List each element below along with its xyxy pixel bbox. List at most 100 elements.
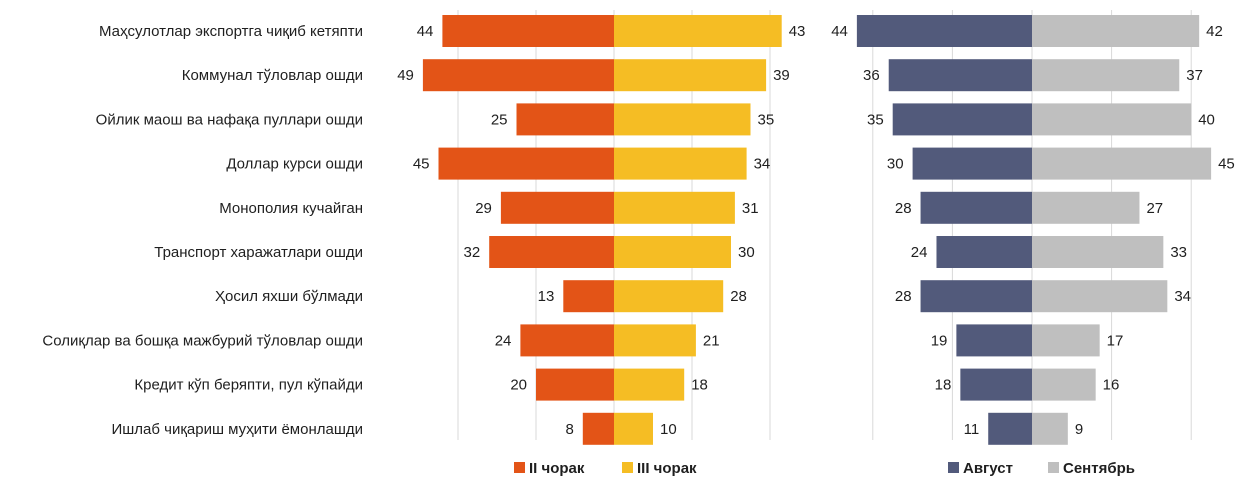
category-label: Солиқлар ва бошқа мажбурий тўловлар ошди bbox=[42, 332, 363, 349]
chart-panel-1: Маҳсулотлар экспортга чиқиб кетяпти Комму… bbox=[42, 10, 805, 477]
data-label: 13 bbox=[538, 288, 555, 305]
bar-right bbox=[1032, 324, 1100, 357]
data-label: 18 bbox=[935, 377, 952, 394]
bar-left bbox=[960, 368, 1032, 401]
data-label: 39 bbox=[773, 67, 790, 84]
bar-right bbox=[1032, 191, 1140, 224]
category-label: Транспорт харажатлари ошди bbox=[154, 244, 363, 261]
data-label: 10 bbox=[660, 421, 677, 438]
category-label: Ҳосил яхши бўлмади bbox=[215, 288, 363, 305]
data-label: 18 bbox=[691, 377, 708, 394]
bar-left bbox=[438, 147, 614, 180]
legend-label: Сентябрь bbox=[1063, 460, 1135, 477]
data-label: 35 bbox=[867, 111, 884, 128]
bar-right bbox=[1032, 103, 1192, 136]
data-label: 37 bbox=[1186, 67, 1203, 84]
legend-swatch bbox=[514, 462, 525, 473]
data-label: 40 bbox=[1198, 111, 1215, 128]
data-label: 45 bbox=[413, 156, 430, 173]
bar-left bbox=[888, 59, 1032, 92]
bar-right bbox=[614, 147, 747, 180]
data-label: 34 bbox=[754, 156, 771, 173]
bar-left bbox=[912, 147, 1032, 180]
data-label: 24 bbox=[911, 244, 928, 261]
data-label: 29 bbox=[475, 200, 492, 217]
chart-panel-2: 44 36 35 30 28 24 28 19 18 11 42 37 40 45 27 33 34 17 16 9 А… bbox=[831, 10, 1235, 477]
category-label: Маҳсулотлар экспортга чиқиб кетяпти bbox=[99, 23, 363, 40]
data-label: 19 bbox=[931, 332, 948, 349]
data-label: 11 bbox=[964, 421, 980, 438]
bar-right bbox=[614, 103, 751, 136]
bar-right bbox=[614, 412, 653, 445]
category-label: Доллар курси ошди bbox=[226, 156, 363, 173]
legend-swatch bbox=[622, 462, 633, 473]
bar-right bbox=[1032, 147, 1212, 180]
legend-label: II чорак bbox=[529, 460, 585, 477]
bar-left bbox=[536, 368, 614, 401]
category-label: Монополия кучайган bbox=[219, 200, 363, 217]
legend-swatch bbox=[948, 462, 959, 473]
data-label: 30 bbox=[738, 244, 755, 261]
data-label: 28 bbox=[730, 288, 747, 305]
data-label: 31 bbox=[742, 200, 759, 217]
bar-left bbox=[988, 412, 1032, 445]
bar-right bbox=[614, 368, 685, 401]
data-label: 30 bbox=[887, 156, 904, 173]
bar-right bbox=[1032, 412, 1068, 445]
bar-left bbox=[520, 324, 614, 357]
bar-left bbox=[936, 236, 1032, 268]
bar-right bbox=[1032, 59, 1180, 92]
category-label: Коммунал тўловлар ошди bbox=[182, 67, 363, 84]
bar-left bbox=[500, 191, 614, 224]
data-label: 42 bbox=[1206, 23, 1223, 40]
bar-left bbox=[563, 280, 614, 313]
legend-label: III чорак bbox=[637, 460, 697, 477]
bar-right bbox=[614, 59, 767, 92]
data-label: 43 bbox=[789, 23, 806, 40]
data-label: 9 bbox=[1075, 421, 1083, 438]
data-label: 44 bbox=[831, 23, 848, 40]
data-label: 45 bbox=[1218, 156, 1235, 173]
data-label: 17 bbox=[1107, 332, 1124, 349]
data-label: 28 bbox=[895, 288, 912, 305]
data-label: 44 bbox=[417, 23, 434, 40]
category-label: Кредит кўп беряпти, пул кўпайди bbox=[134, 377, 363, 394]
data-label: 20 bbox=[510, 377, 527, 394]
bar-right bbox=[1032, 368, 1096, 401]
legend-label: Август bbox=[963, 460, 1013, 477]
bar-right bbox=[614, 15, 782, 47]
bar-right bbox=[614, 324, 696, 357]
category-label: Ойлик маош ва нафақа пуллари ошди bbox=[96, 111, 363, 128]
bar-left bbox=[892, 103, 1032, 136]
bar-right bbox=[614, 236, 731, 268]
data-label: 27 bbox=[1146, 200, 1163, 217]
bar-left bbox=[856, 15, 1032, 47]
bar-left bbox=[920, 191, 1032, 224]
bar-left bbox=[516, 103, 614, 136]
bar-left bbox=[582, 412, 614, 445]
bar-right bbox=[614, 191, 735, 224]
bar-left bbox=[489, 236, 614, 268]
data-label: 28 bbox=[895, 200, 912, 217]
data-label: 24 bbox=[495, 332, 512, 349]
category-label: Ишлаб чиқариш муҳити ёмонлашди bbox=[111, 421, 363, 438]
data-label: 16 bbox=[1103, 377, 1120, 394]
bar-right bbox=[1032, 280, 1168, 313]
data-label: 36 bbox=[863, 67, 880, 84]
bar-left bbox=[422, 59, 614, 92]
data-label: 33 bbox=[1170, 244, 1187, 261]
data-label: 34 bbox=[1174, 288, 1191, 305]
data-label: 32 bbox=[464, 244, 481, 261]
legend-swatch bbox=[1048, 462, 1059, 473]
bar-right bbox=[1032, 15, 1200, 47]
data-label: 21 bbox=[703, 332, 720, 349]
bar-right bbox=[1032, 236, 1164, 268]
bar-left bbox=[442, 15, 614, 47]
bar-right bbox=[614, 280, 724, 313]
bar-left bbox=[920, 280, 1032, 313]
data-label: 8 bbox=[565, 421, 573, 438]
bar-left bbox=[956, 324, 1032, 357]
data-label: 25 bbox=[491, 111, 508, 128]
